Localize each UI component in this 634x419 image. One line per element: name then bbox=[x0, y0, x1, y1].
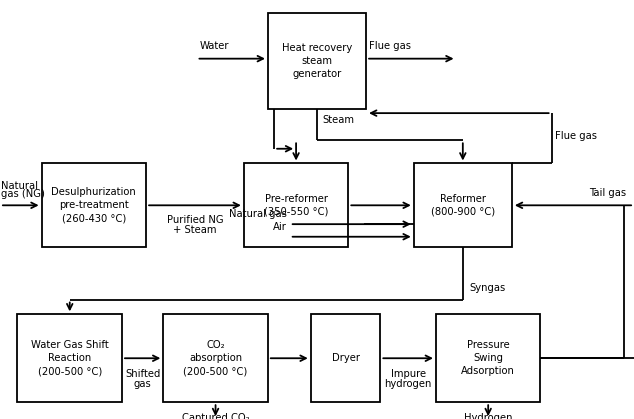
Text: Dryer: Dryer bbox=[332, 353, 359, 363]
Text: Air: Air bbox=[273, 222, 287, 232]
Text: gas: gas bbox=[134, 379, 152, 389]
Bar bbox=[268, 13, 366, 109]
Text: + Steam: + Steam bbox=[173, 225, 217, 235]
Text: Impure: Impure bbox=[391, 369, 425, 379]
Text: Hydrogen: Hydrogen bbox=[464, 413, 512, 419]
Text: Syngas: Syngas bbox=[469, 283, 505, 293]
Text: Purified NG: Purified NG bbox=[167, 215, 223, 225]
Text: Shifted: Shifted bbox=[125, 369, 160, 379]
Bar bbox=[436, 314, 540, 402]
Text: CO₂
absorption
(200-500 °C): CO₂ absorption (200-500 °C) bbox=[183, 340, 248, 376]
Bar bbox=[413, 163, 512, 247]
Text: Natural gas: Natural gas bbox=[229, 209, 287, 219]
Text: Reformer
(800-900 °C): Reformer (800-900 °C) bbox=[430, 194, 495, 217]
Text: Desulphurization
pre-treatment
(260-430 °C): Desulphurization pre-treatment (260-430 … bbox=[51, 187, 136, 223]
Text: Captured CO₂: Captured CO₂ bbox=[182, 413, 249, 419]
Text: Tail gas: Tail gas bbox=[589, 188, 626, 198]
Text: Steam: Steam bbox=[322, 116, 354, 125]
Bar bbox=[41, 163, 146, 247]
Text: Heat recovery
steam
generator: Heat recovery steam generator bbox=[282, 43, 352, 79]
Text: Flue gas: Flue gas bbox=[369, 41, 411, 51]
Text: Water: Water bbox=[200, 41, 230, 51]
Bar bbox=[243, 163, 349, 247]
Bar bbox=[164, 314, 268, 402]
Text: Pre-reformer
(350-550 °C): Pre-reformer (350-550 °C) bbox=[264, 194, 328, 217]
Bar bbox=[311, 314, 380, 402]
Text: gas (NG): gas (NG) bbox=[1, 189, 45, 199]
Text: Water Gas Shift
Reaction
(200-500 °C): Water Gas Shift Reaction (200-500 °C) bbox=[31, 340, 108, 376]
Text: Pressure
Swing
Adsorption: Pressure Swing Adsorption bbox=[462, 340, 515, 376]
Bar bbox=[17, 314, 122, 402]
Text: hydrogen: hydrogen bbox=[384, 379, 432, 389]
Text: Flue gas: Flue gas bbox=[555, 131, 597, 141]
Text: Natural: Natural bbox=[1, 181, 38, 191]
